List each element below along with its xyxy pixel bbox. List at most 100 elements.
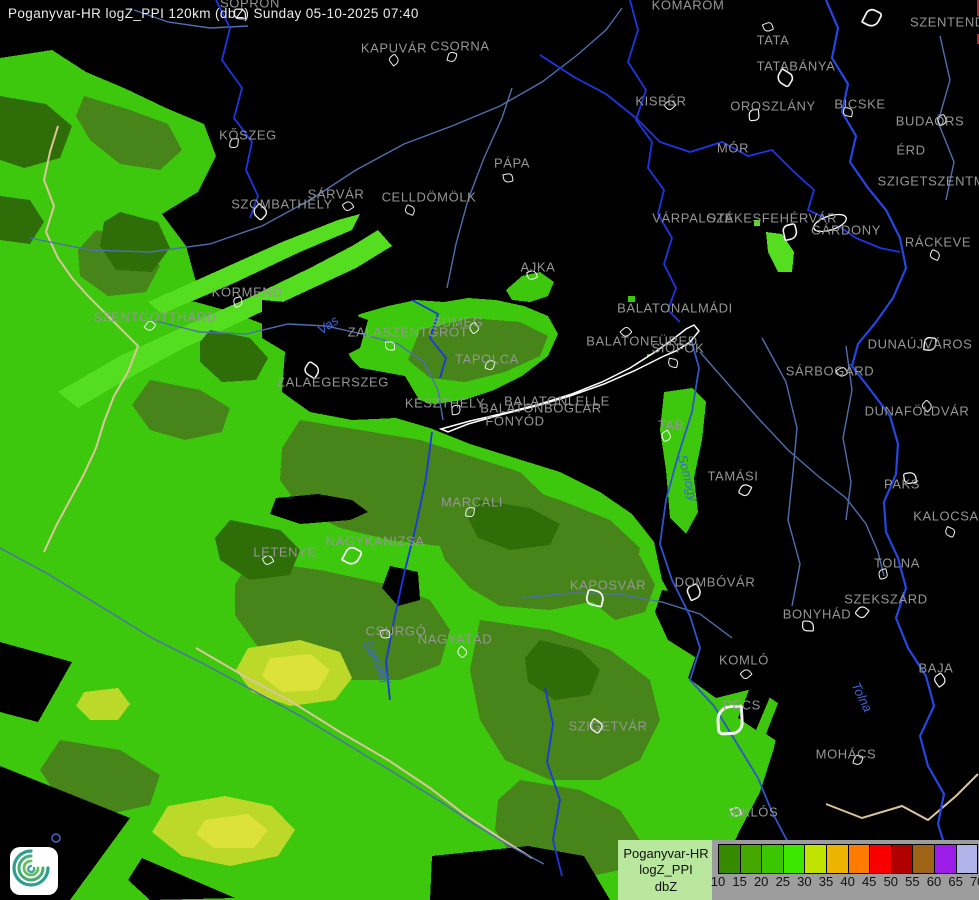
- legend-text-block: Poganyvar-HR logZ_PPI dbZ: [618, 840, 714, 900]
- echo-patch: [766, 232, 794, 272]
- county-border: [659, 327, 823, 900]
- city-label: SÁRVÁR: [307, 186, 365, 202]
- edge-marker: [977, 0, 979, 16]
- radar-echo-holes: [0, 300, 798, 900]
- city-label: TAMÁSI: [707, 468, 759, 484]
- colorbar-cell: [956, 845, 978, 873]
- echo-patch: [754, 220, 760, 226]
- county-border: [411, 299, 447, 379]
- echo-patch: [215, 520, 300, 580]
- city-label: CSORNA: [430, 38, 490, 54]
- colorbar-cell: [740, 845, 763, 873]
- city-label: PAKS: [883, 476, 921, 492]
- city-label: TAPOLCA: [455, 351, 519, 367]
- city-label: NAGYATÁD: [417, 631, 493, 647]
- echo-patch: [196, 814, 268, 848]
- city-label: BONYHÁD: [782, 606, 852, 622]
- colorbar-cell: [891, 845, 914, 873]
- echo-patch: [468, 500, 560, 550]
- south-border: [825, 773, 979, 822]
- city-label: VÁRPALOTA: [652, 210, 734, 226]
- map-circlet: [51, 833, 61, 843]
- colorbar-tick: 15: [732, 874, 747, 889]
- austria-border: [42, 125, 140, 553]
- colorbar-cell: [719, 845, 741, 873]
- city-label: SÜMEG: [432, 314, 484, 330]
- city-label: TAB: [657, 417, 685, 433]
- city-label: SZIGETSZENTMIKLÓS: [877, 173, 979, 189]
- county-line: [842, 345, 853, 521]
- city-label: LETENYE: [253, 544, 317, 560]
- city-label: TATABÁNYA: [756, 58, 836, 74]
- echo-hole: [128, 858, 235, 900]
- met-swirl-logo: [10, 847, 58, 895]
- swirl-arc: [12, 849, 50, 887]
- echo-patch: [506, 272, 554, 302]
- city-label: BALATONLELLE: [504, 393, 610, 409]
- city-label: ZALAEGERSZEG: [277, 374, 389, 390]
- colorbar-tick: 65: [948, 874, 963, 889]
- stream: [937, 35, 955, 201]
- city-outline-marker: [502, 172, 514, 184]
- city-label: BALATONFÜRED: [586, 333, 698, 349]
- echo-hole: [770, 674, 778, 681]
- city-label: OROSZLÁNY: [730, 98, 816, 114]
- city-label: BICSKE: [834, 96, 886, 112]
- echo-hole: [270, 494, 368, 524]
- radar-echo-yellow-layer: [76, 640, 352, 866]
- echo-patch: [100, 212, 170, 272]
- echo-patch: [0, 96, 72, 168]
- marcal-river: [446, 87, 513, 289]
- city-label: TOLNA: [873, 555, 921, 571]
- city-label: PÉCS: [723, 697, 761, 713]
- river-lines: [0, 7, 955, 865]
- city-label: GÁRDONY: [811, 222, 881, 238]
- county-border: [215, 0, 259, 219]
- city-label: KAPOSVÁR: [569, 577, 647, 593]
- city-label: SZENTGOTTHÁRD: [93, 309, 217, 325]
- zala-river: [151, 319, 444, 421]
- city-label: BALATONALMÁDI: [617, 300, 733, 316]
- city-label: SZOMBATHELY: [231, 196, 333, 212]
- city-label: BUDAÖRS: [895, 113, 965, 129]
- city-label: SOPRON: [220, 0, 280, 11]
- swirl-arc: [27, 864, 36, 874]
- city-label: SIÓFOK: [651, 340, 705, 356]
- city-label: KESZTHELY: [404, 395, 486, 411]
- colorbar-cell: [826, 845, 849, 873]
- city-label: CSURGÓ: [365, 623, 427, 639]
- echo-patch: [0, 196, 44, 244]
- echo-hole: [746, 658, 754, 665]
- legend-radar-name: Poganyvar-HR: [623, 846, 709, 861]
- city-label: KALOCSA: [913, 508, 979, 524]
- city-label: CELLDÖMÖLK: [381, 189, 477, 205]
- raba-river: [29, 7, 623, 253]
- city-label: SZEKSZÁRD: [844, 591, 928, 607]
- legend-unit: dbZ: [654, 878, 678, 894]
- colorbar-tick: 10: [710, 874, 726, 889]
- colorbar-cell: [913, 845, 935, 873]
- city-label: MÓR: [716, 140, 750, 156]
- echo-patch: [585, 540, 655, 620]
- echo-hole: [430, 846, 610, 900]
- city-label: MARCALI: [441, 494, 503, 510]
- city-label: SÁRBOGÁRD: [785, 363, 875, 379]
- echo-patch: [58, 230, 392, 408]
- lake-balaton-outline: [438, 324, 700, 433]
- swirl-arc: [22, 859, 40, 877]
- county-border: [544, 687, 563, 877]
- city-label: ZALASZENTGRÓT: [347, 324, 469, 340]
- county-border: [539, 54, 901, 253]
- county-line: [761, 337, 801, 607]
- county-border: [627, 0, 681, 323]
- city-label: KOMLÓ: [719, 652, 769, 668]
- city-label: TATA: [756, 32, 790, 48]
- city-label: SZENTENDRE: [909, 14, 979, 30]
- colorbar-tick: 50: [883, 874, 899, 889]
- city-label: ÉRD: [896, 142, 926, 158]
- colorbar-tick: 25: [775, 874, 791, 889]
- echo-hole: [758, 666, 766, 673]
- legend-colorbar: [718, 844, 979, 874]
- echo-patch: [470, 620, 660, 780]
- city-label: SZÉKESFEHÉRVÁR: [706, 210, 838, 226]
